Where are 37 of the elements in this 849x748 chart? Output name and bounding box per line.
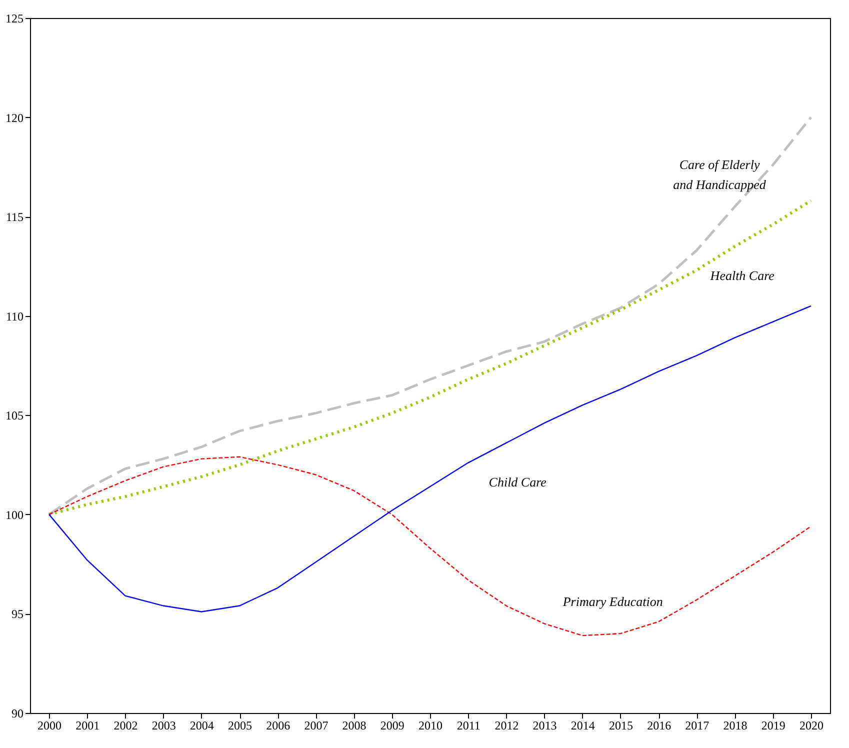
line-series [48,456,812,636]
y-tick-label: 105 [6,408,24,423]
x-tick-label: 2015 [608,718,633,732]
x-tick-label: 2004 [190,718,214,732]
x-tick-label: 2013 [532,718,557,732]
x-tick-label: 2011 [456,718,480,732]
series-label: Care of Elderly and Handicapped [673,156,766,192]
x-tick-label: 2007 [304,718,328,732]
x-tick-label: 2020 [799,718,824,732]
x-tick-label: 2017 [685,718,710,732]
x-tick-label: 2000 [38,718,62,732]
x-tick-label: 2012 [494,718,519,732]
y-tick-label: 125 [6,12,24,26]
line-series [48,116,812,516]
x-tick-label: 2019 [761,718,786,732]
x-tick-label: 2010 [418,718,442,732]
y-tick-label: 120 [6,110,24,125]
line-series [48,305,812,612]
y-tick-label: 110 [6,309,24,324]
x-tick-label: 2018 [723,718,748,732]
x-tick-label: 2001 [76,718,100,732]
y-tick-label: 100 [6,508,24,522]
line-series [48,199,812,516]
x-tick-label: 2009 [380,718,404,732]
x-tick-label: 2005 [228,718,252,732]
series-label: Child Care [488,474,547,490]
y-tick-label: 95 [12,607,24,622]
x-tick-label: 2016 [647,718,672,732]
y-tick-label: 115 [6,210,24,224]
x-tick-label: 2006 [266,718,290,732]
x-tick-label: 2014 [570,718,595,732]
x-tick-label: 2003 [152,718,176,732]
series-label: Primary Education [562,594,663,609]
x-tick-label: 2008 [342,718,366,732]
x-tick-label: 2002 [114,718,138,732]
y-tick-label: 90 [12,706,24,720]
series-label: Health Care [709,268,775,284]
